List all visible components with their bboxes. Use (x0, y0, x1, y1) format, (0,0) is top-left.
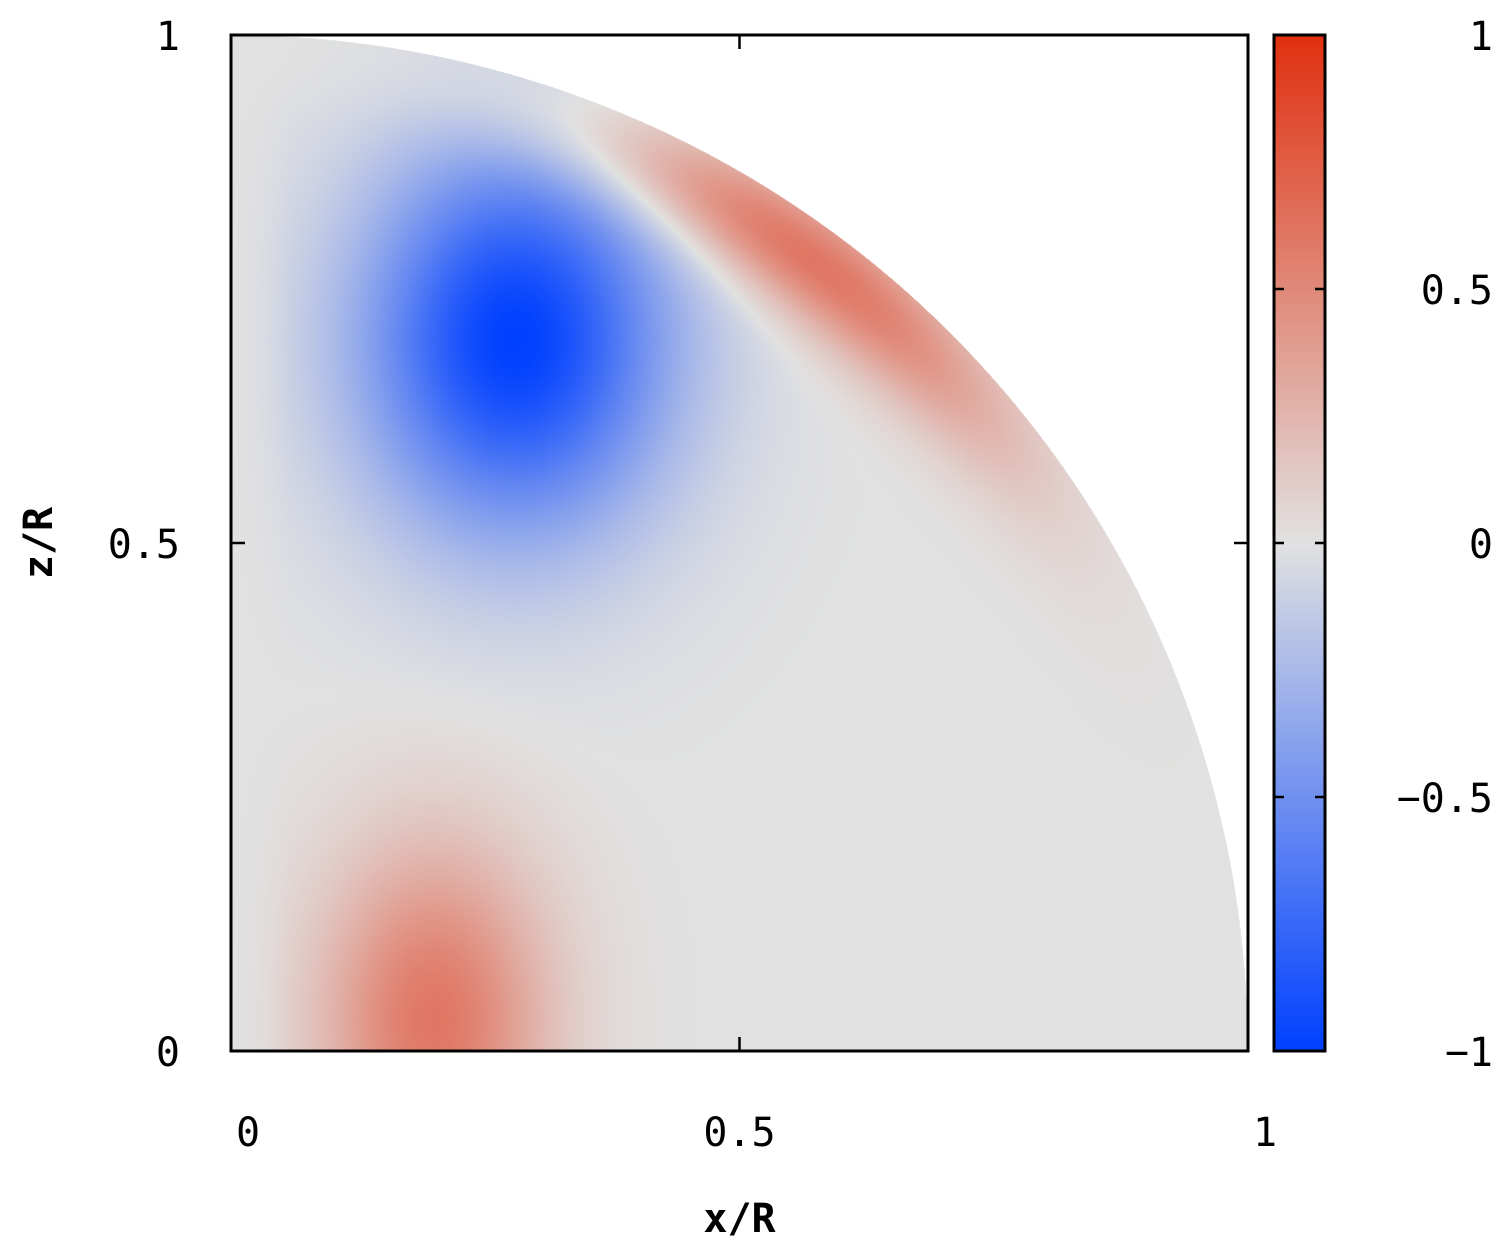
x-tick-label: 0 (236, 1110, 260, 1156)
colorbar: 1 0.5 0 −0.5 −1 (1274, 14, 1493, 1076)
colorbar-tick-label: 0 (1469, 522, 1493, 568)
y-tick-label: 1 (156, 14, 180, 60)
y-axis-label: z/R (16, 506, 62, 579)
x-axis-label: x/R (703, 1196, 776, 1242)
heatmap-field (231, 35, 1248, 1051)
y-tick-label: 0.5 (108, 522, 180, 568)
colorbar-tick-label: 1 (1469, 14, 1493, 60)
colorbar-tick-label: 0.5 (1421, 268, 1493, 314)
x-axis: 0 0.5 1 x/R (236, 1110, 1277, 1242)
y-tick-label: 0 (156, 1030, 180, 1076)
y-axis: 0 0.5 1 z/R (16, 14, 180, 1076)
colorbar-tick-label: −0.5 (1397, 776, 1493, 822)
colorbar-tick-label: −1 (1445, 1030, 1493, 1076)
x-tick-label: 0.5 (703, 1110, 775, 1156)
heatmap-image (231, 35, 1248, 1051)
x-tick-label: 1 (1253, 1110, 1277, 1156)
